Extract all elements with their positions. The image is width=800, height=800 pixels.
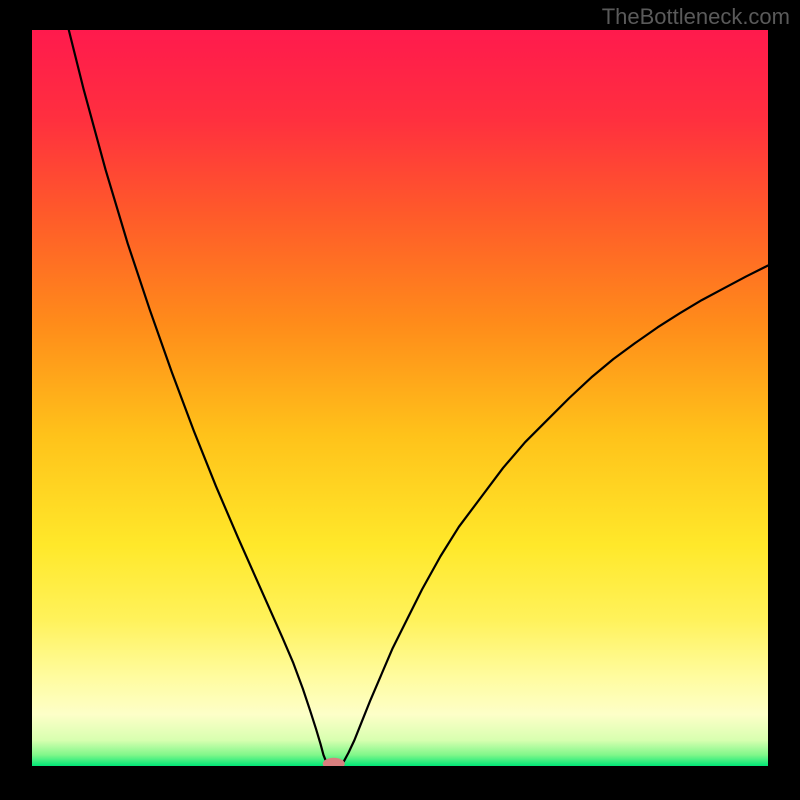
- watermark-text: TheBottleneck.com: [602, 4, 790, 30]
- bottleneck-chart: [0, 0, 800, 800]
- chart-container: TheBottleneck.com: [0, 0, 800, 800]
- plot-background: [32, 30, 768, 766]
